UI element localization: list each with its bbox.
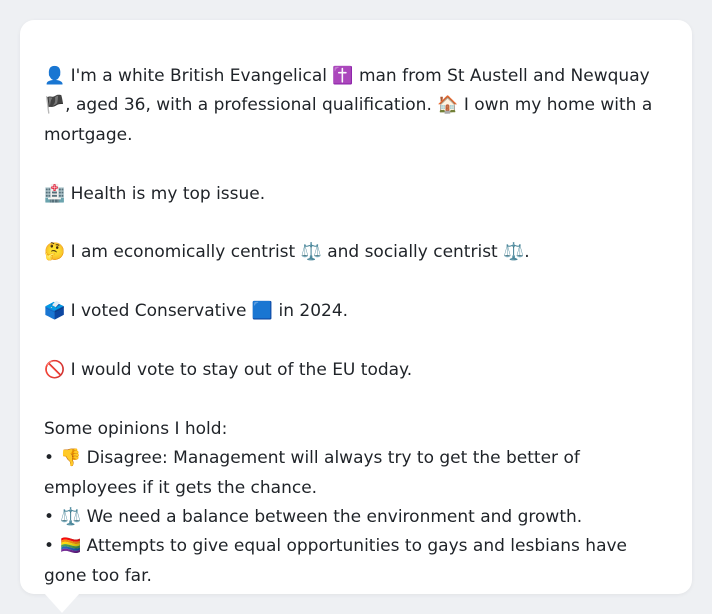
persona-card: 👤 I'm a white British Evangelical ✝️ man… [20,20,692,594]
health-text: Health is my top issue. [70,183,266,204]
prohibited-icon: 🚫 [44,360,66,380]
balance-scale-icon: ⚖️ [60,507,82,528]
balance-scale-icon: ⚖️ [300,242,322,263]
list-item: • 🏳️‍🌈 Attempts to give equal opportuniti… [44,532,668,591]
health-paragraph: 🏥 Health is my top issue. [44,180,668,209]
ideology-paragraph: 🤔 I am economically centrist ⚖️ and soci… [44,238,668,267]
rainbow-flag-icon: 🏳️‍🌈 [60,536,82,557]
intro-paragraph: 👤 I'm a white British Evangelical ✝️ man… [44,62,668,150]
balance-scale-icon: ⚖️ [503,242,525,263]
bullet: • [44,536,55,557]
opinion-text: Disagree: Management will always try to … [44,448,580,498]
blue-square-icon: 🟦 [251,301,274,322]
thumbs-down-icon: 👎 [60,448,82,469]
list-item: • 👎 Disagree: Management will always try … [44,444,668,503]
eu-text: I would vote to stay out of the EU today… [70,360,413,380]
vote-paragraph: 🗳️ I voted Conservative 🟦 in 2024. [44,297,668,326]
england-flag-icon: 🏴 [44,95,66,116]
hospital-icon: 🏥 [44,183,66,204]
intro-text-a: I'm a white British Evangelical [70,66,327,86]
ideology-text-b: and socially centrist [327,242,498,263]
intro-text-d: I own my home with a mortgage. [44,95,653,145]
bullet: • [44,448,55,469]
vote-text-b: in 2024. [278,301,349,322]
ideology-text-c: . [524,242,530,263]
ballot-box-icon: 🗳️ [44,301,66,322]
house-icon: 🏠 [437,95,459,116]
bullet: • [44,507,55,528]
cross-icon: ✝️ [332,66,354,86]
opinion-text: We need a balance between the environmen… [86,507,583,528]
intro-text-b: man from St Austell and Newquay [358,66,650,86]
thinking-face-icon: 🤔 [44,242,66,263]
ideology-text-a: I am economically centrist [70,242,296,263]
list-item: • ⚖️ We need a balance between the enviro… [44,503,668,532]
person-icon: 👤 [44,66,66,86]
intro-text-c: , aged 36, with a professional qualifica… [65,95,432,116]
eu-paragraph: 🚫 I would vote to stay out of the EU tod… [44,356,668,385]
speech-bubble-tail [44,593,80,613]
vote-text-a: I voted Conservative [70,301,247,322]
opinions-list: • 👎 Disagree: Management will always try … [44,444,668,591]
opinion-text: Attempts to give equal opportunities to … [44,536,628,586]
opinions-heading: Some opinions I hold: [44,418,228,439]
